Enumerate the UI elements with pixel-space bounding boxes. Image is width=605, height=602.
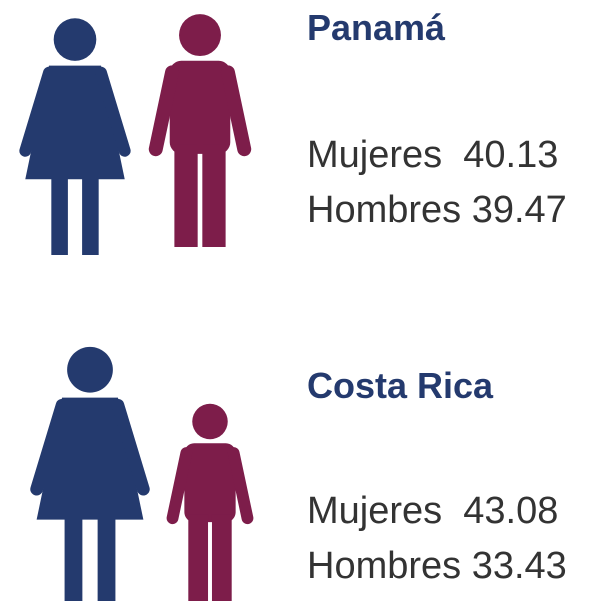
head [179,14,221,57]
stat-value: 43.08 [463,490,558,532]
stat-row: Hombres 39.47 [307,189,567,231]
arm [30,398,69,496]
arm [166,447,193,525]
stat-row: Hombres 33.43 [307,545,567,587]
leg [188,514,209,601]
woman-icon [30,346,150,601]
torso [184,443,236,523]
arm [148,65,180,157]
arm [111,398,150,496]
torso [169,60,231,154]
stat-row: Mujeres 43.08 [307,490,558,532]
stat-label: Hombres [307,189,461,231]
leg [174,144,198,248]
head [192,403,228,440]
man-icon [166,403,254,601]
head [67,346,113,393]
leg [51,174,68,255]
leg [64,514,83,601]
leg [202,144,226,248]
arm [220,65,252,157]
head [53,18,97,61]
arm [227,447,254,525]
stat-label: Mujeres [307,134,442,176]
leg [211,514,232,601]
stat-label: Mujeres [307,490,442,532]
arm [95,66,131,157]
arm [19,66,55,157]
stat-row: Mujeres 40.13 [307,134,558,176]
stat-value: 39.47 [472,189,567,231]
leg [82,174,99,255]
section-title: Costa Rica [307,365,494,406]
dress [36,397,144,520]
leg [97,514,116,601]
stat-value: 40.13 [463,134,558,176]
woman-icon [19,18,131,255]
dress [25,65,125,180]
stat-label: Hombres [307,545,461,587]
section-title: Panamá [307,7,446,48]
stat-value: 33.43 [472,545,567,587]
man-icon [148,14,252,248]
